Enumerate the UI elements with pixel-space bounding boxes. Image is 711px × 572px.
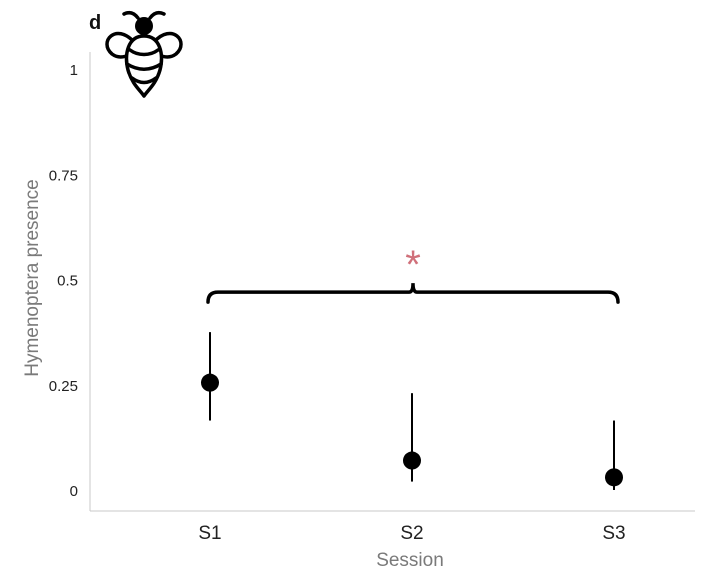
y-tick-label: 0.25 [49,378,78,395]
bee-icon [105,10,183,98]
y-tick-labels: 0 0.25 0.5 0.75 1 [49,62,78,500]
y-tick-label: 1 [70,62,78,79]
x-tick-label: S2 [400,523,423,544]
data-point [201,373,219,392]
y-tick-label: 0.75 [49,167,78,184]
y-tick-label: 0 [70,483,78,500]
panel-label: d [89,12,101,34]
x-tick-labels: S1 S2 S3 [198,523,625,544]
significance-bracket [206,283,620,304]
x-axis-title: Session [376,550,444,571]
data-point [605,468,623,487]
y-axis-title: Hymenoptera presence [22,179,43,377]
data-point [403,451,421,470]
x-tick-label: S3 [602,523,625,544]
y-tick-label: 0.5 [57,273,78,290]
data-points [201,373,623,487]
significance-marker: * [405,243,421,287]
significance-brackets: * [206,243,620,304]
x-tick-label: S1 [198,523,221,544]
